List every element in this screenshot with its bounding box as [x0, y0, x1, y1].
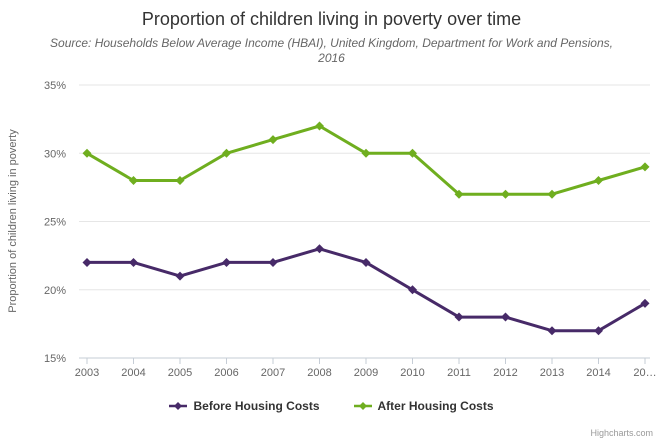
- data-point-after-housing-costs-2014[interactable]: [594, 176, 603, 186]
- legend-label: After Housing Costs: [377, 399, 494, 413]
- x-axis-tick-label: 2010: [400, 367, 424, 379]
- data-point-after-housing-costs-2004[interactable]: [129, 176, 138, 186]
- chart-title: Proportion of children living in poverty…: [141, 9, 522, 29]
- data-point-after-housing-costs-2008[interactable]: [315, 121, 324, 131]
- x-axis-tick-label: 2011: [447, 367, 471, 379]
- x-axis-tick-label: 2012: [493, 367, 517, 379]
- y-axis-tick-label: 15%: [44, 353, 66, 365]
- x-axis-tick-label: 2007: [261, 367, 285, 379]
- data-point-after-housing-costs-2010[interactable]: [408, 148, 417, 158]
- legend-marker-diamond-icon: [169, 402, 188, 410]
- x-axis-tick-label: 20…: [633, 367, 656, 379]
- legend-label: Before Housing Costs: [193, 399, 320, 413]
- data-point-before-housing-costs-2011[interactable]: [454, 312, 464, 322]
- data-point-before-housing-costs-2009[interactable]: [361, 257, 371, 267]
- data-point-after-housing-costs-2012[interactable]: [501, 189, 510, 199]
- data-point-before-housing-costs-2012[interactable]: [501, 312, 510, 322]
- data-point-before-housing-costs-2014[interactable]: [594, 326, 603, 336]
- x-axis-tick-label: 2014: [586, 367, 610, 379]
- data-point-before-housing-costs-2005[interactable]: [175, 271, 185, 281]
- data-point-before-housing-costs-2013[interactable]: [547, 326, 557, 336]
- chart-subtitle: Source: Households Below Average Income …: [50, 36, 613, 65]
- data-point-after-housing-costs-2013[interactable]: [547, 189, 557, 199]
- data-point-before-housing-costs-2008[interactable]: [315, 244, 324, 254]
- y-axis-tick-label: 30%: [44, 148, 66, 160]
- x-axis-tick-label: 2013: [540, 367, 564, 379]
- data-point-before-housing-costs-2007[interactable]: [268, 257, 278, 267]
- legend-item-after-housing-costs[interactable]: After Housing Costs: [353, 399, 494, 413]
- data-point-after-housing-costs-2003[interactable]: [82, 148, 92, 158]
- data-point-before-housing-costs-2010[interactable]: [408, 285, 417, 295]
- data-point-before-housing-costs-2006[interactable]: [222, 257, 231, 267]
- data-point-before-housing-costs-2004[interactable]: [129, 257, 138, 267]
- data-point-before-housing-costs-2015[interactable]: [640, 298, 650, 308]
- legend: Before Housing Costs After Housing Costs: [0, 399, 663, 413]
- x-axis-tick-label: 2006: [214, 367, 238, 379]
- data-point-after-housing-costs-2011[interactable]: [454, 189, 464, 199]
- series-line-after-housing-costs: [85, 124, 647, 196]
- legend-item-before-housing-costs[interactable]: Before Housing Costs: [169, 399, 320, 413]
- data-point-after-housing-costs-2009[interactable]: [361, 148, 371, 158]
- y-axis-tick-label: 20%: [44, 285, 66, 297]
- y-axis-tick-label: 35%: [44, 80, 66, 92]
- x-axis-tick-label: 2003: [75, 367, 99, 379]
- plot-area: 15% 20% 25% 30% 35% 2003 2004 2005 2006 2007 2008 2…: [44, 80, 657, 379]
- highcharts-credit-link[interactable]: Highcharts.com: [590, 428, 653, 438]
- data-point-after-housing-costs-2006[interactable]: [222, 148, 231, 158]
- data-point-after-housing-costs-2007[interactable]: [268, 135, 278, 145]
- x-axis-tick-label: 2005: [168, 367, 192, 379]
- data-point-after-housing-costs-2015[interactable]: [640, 162, 650, 172]
- legend-marker-diamond-icon: [353, 402, 372, 410]
- y-axis-tick-label: 25%: [44, 217, 66, 229]
- x-axis-tick-label: 2009: [354, 367, 378, 379]
- data-point-before-housing-costs-2003[interactable]: [82, 257, 92, 267]
- x-axis-tick-label: 2008: [307, 367, 331, 379]
- data-point-after-housing-costs-2005[interactable]: [175, 176, 185, 186]
- x-axis-tick-label: 2004: [121, 367, 145, 379]
